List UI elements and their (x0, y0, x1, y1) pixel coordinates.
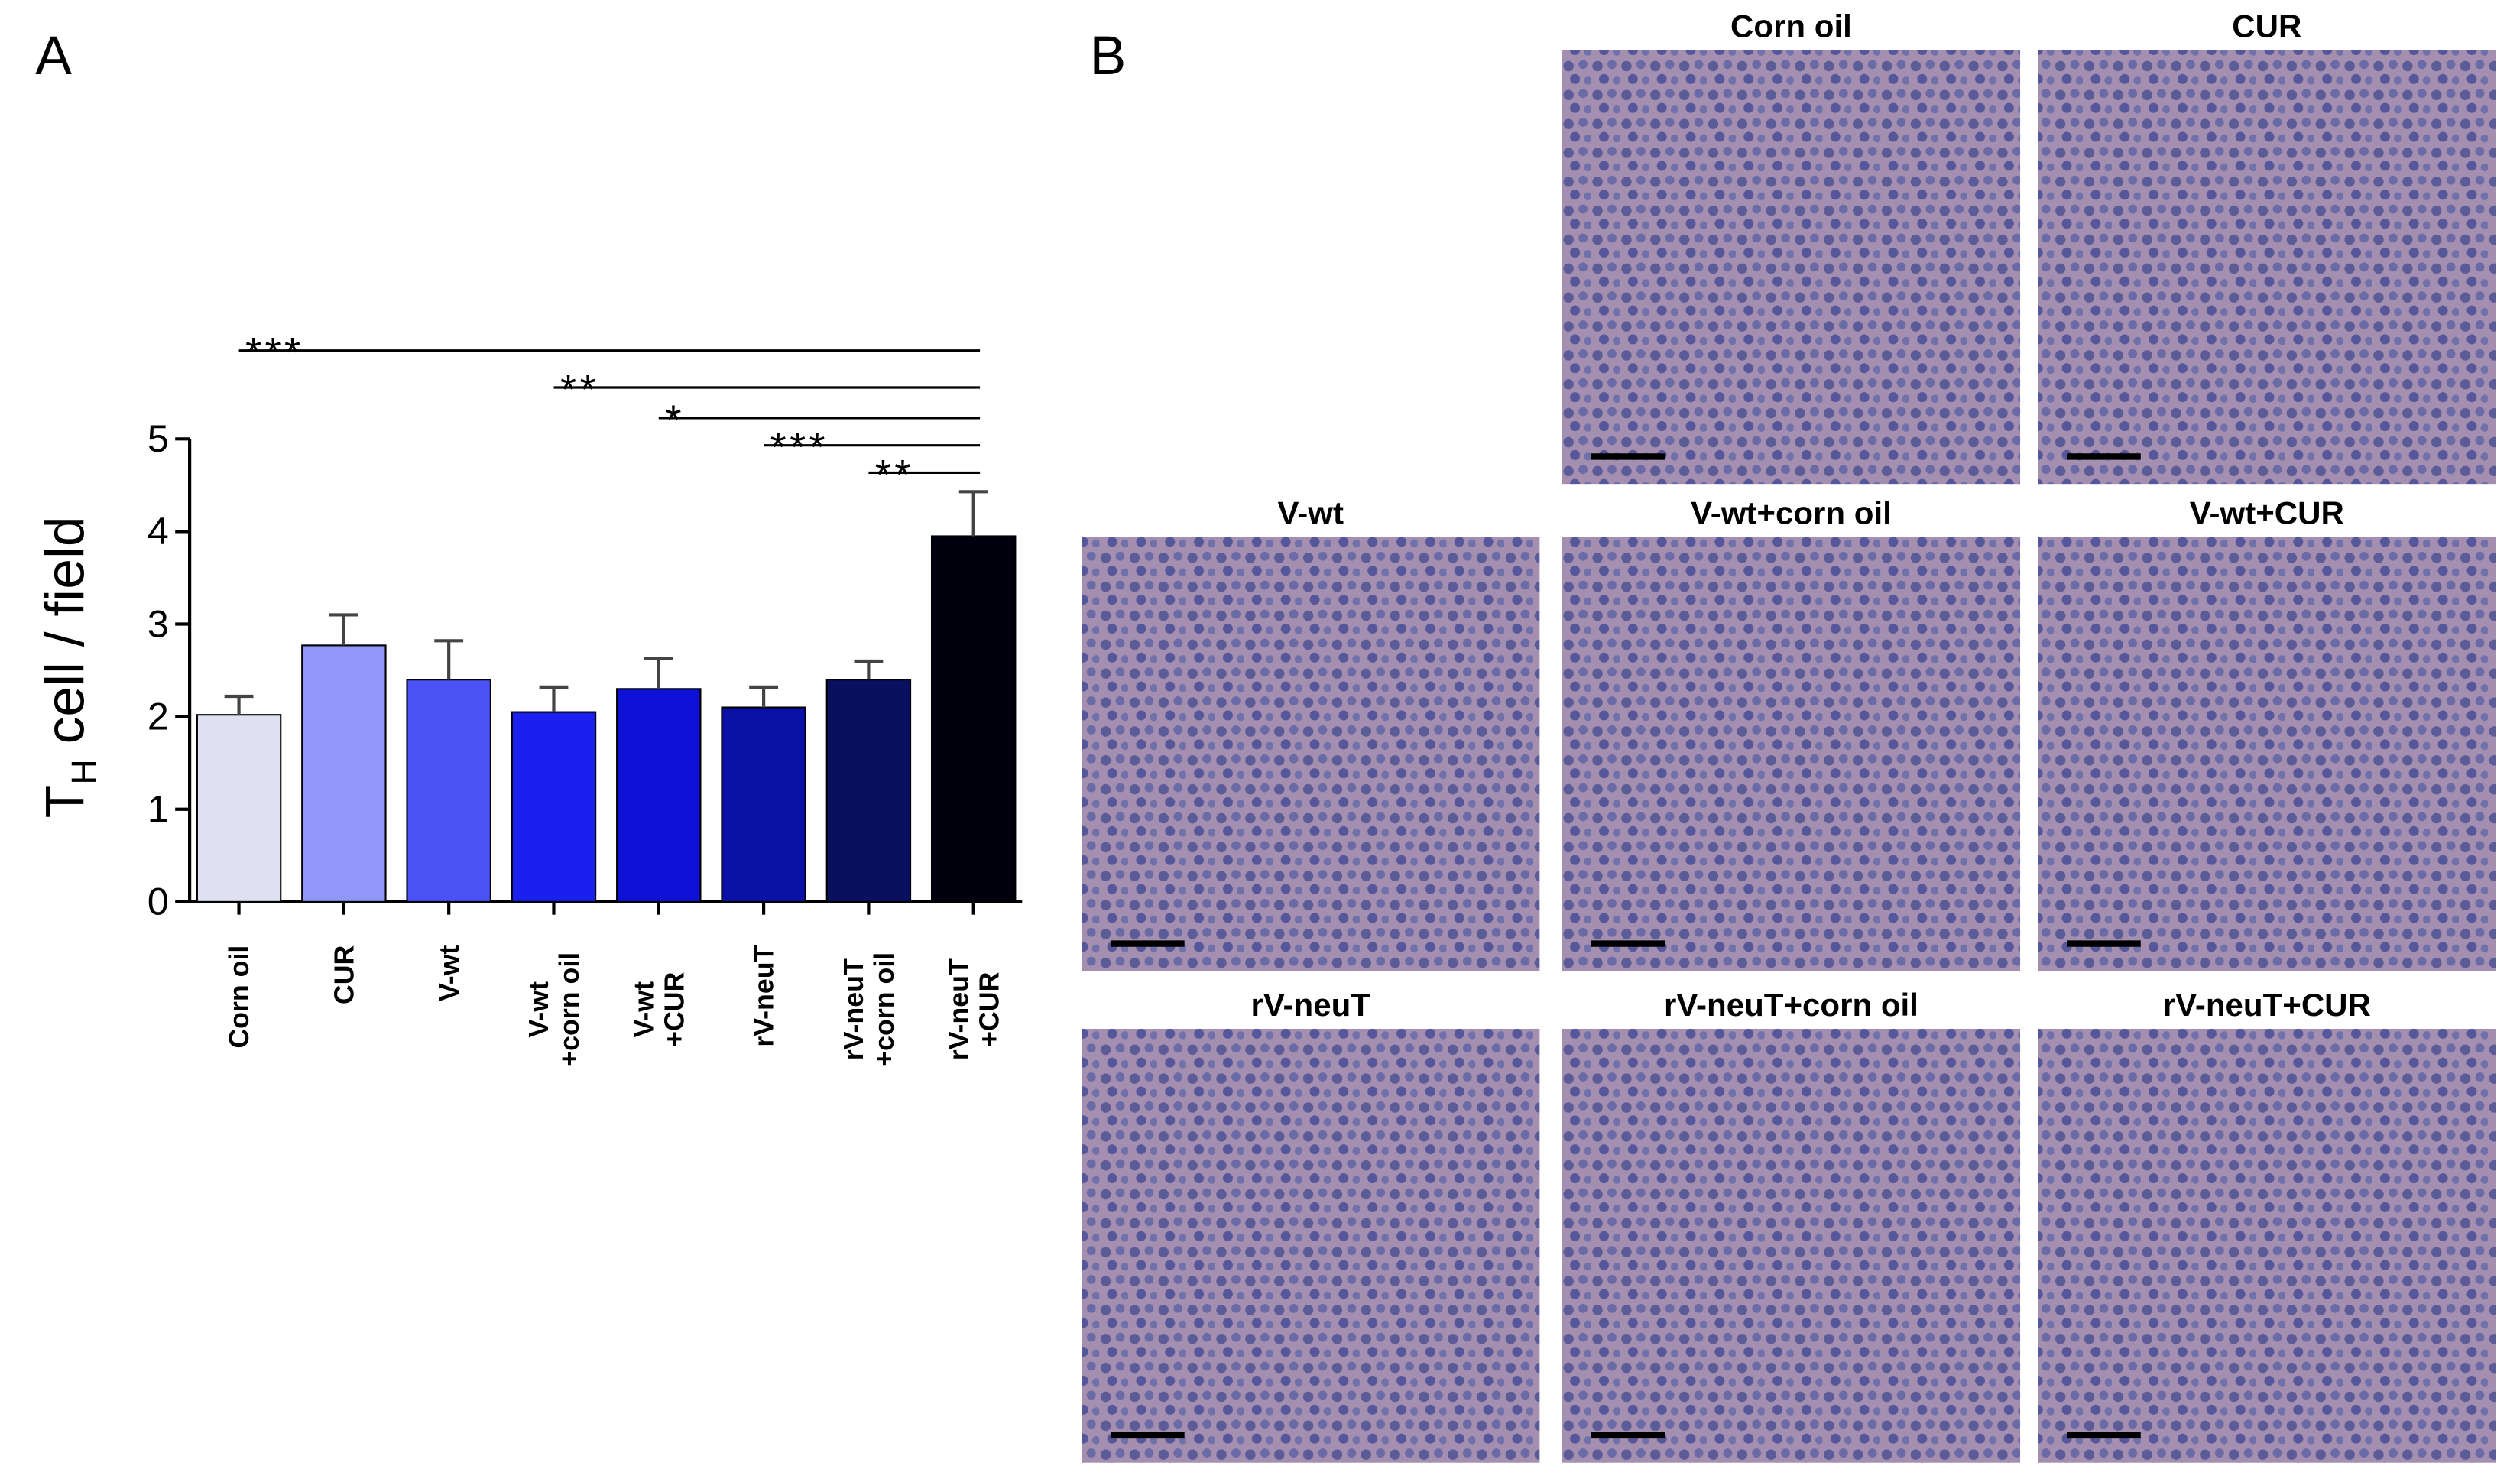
error-bar (854, 659, 884, 680)
bar (301, 644, 387, 903)
error-bar (539, 685, 569, 712)
bar (825, 679, 912, 903)
bar (406, 679, 491, 903)
micrograph-title: V-wt+CUR (2190, 495, 2344, 531)
significance-label: * (665, 397, 684, 443)
error-bar (329, 613, 358, 646)
micrograph (1562, 1028, 2021, 1463)
x-tick-label: +CUR (659, 971, 689, 1046)
micrograph (1562, 537, 2021, 971)
bar (721, 706, 806, 903)
y-axis-label-part: cell / field (34, 516, 96, 759)
x-tick-label: rV-neuT (838, 958, 869, 1060)
error-bar (749, 685, 779, 708)
micrograph-title: V-wt+corn oil (1691, 495, 1892, 531)
significance-label: ** (875, 451, 914, 498)
x-tick-label: V-wt (524, 981, 554, 1038)
x-tick-label: V-wt (628, 981, 659, 1038)
panel-label: A (35, 25, 72, 86)
micrograph (2038, 50, 2496, 485)
micrograph (1562, 50, 2021, 485)
x-tick-label: V-wt (434, 945, 465, 1002)
x-tick-label: rV-neuT (749, 945, 780, 1046)
x-tick-label: CUR (329, 945, 359, 1004)
panel-label: B (1090, 25, 1127, 86)
y-tick-label: 1 (148, 787, 169, 831)
bar (196, 714, 282, 903)
x-tick-label: +corn oil (554, 952, 585, 1067)
x-tick-label: rV-neuT (943, 958, 974, 1060)
error-bar (224, 694, 254, 715)
micrograph-title: rV-neuT+CUR (2163, 987, 2371, 1023)
significance-label: *** (770, 424, 828, 471)
y-tick-label: 5 (148, 417, 169, 460)
bar (930, 535, 1017, 903)
y-tick-label: 0 (148, 880, 169, 923)
micrograph (2038, 1028, 2496, 1463)
x-tick-label: +CUR (974, 971, 1004, 1046)
micrograph (2038, 537, 2496, 971)
micrograph-title: V-wt (1278, 495, 1344, 531)
y-axis-label-part: T (34, 785, 96, 819)
bar (616, 688, 702, 903)
y-tick-label: 4 (148, 509, 169, 553)
y-tick-label: 2 (148, 694, 169, 738)
error-bar (958, 490, 988, 537)
x-tick-label: Corn oil (224, 945, 255, 1049)
significance-label: *** (245, 329, 303, 376)
micrograph (1082, 1028, 1540, 1463)
significance-label: ** (560, 366, 599, 413)
bar (511, 711, 597, 903)
error-bar (434, 639, 464, 680)
y-tick-label: 3 (148, 602, 169, 645)
micrograph-title: rV-neuT+corn oil (1664, 987, 1918, 1023)
y-axis-label: TH cell / field (34, 516, 104, 818)
micrograph-title: Corn oil (1730, 8, 1852, 44)
micrograph-title: CUR (2232, 8, 2301, 44)
error-bar (644, 657, 673, 689)
x-tick-label: +corn oil (869, 952, 900, 1067)
micrograph (1082, 537, 1540, 971)
micrograph-title: rV-neuT (1250, 987, 1370, 1023)
y-axis-label-part: H (64, 759, 104, 784)
